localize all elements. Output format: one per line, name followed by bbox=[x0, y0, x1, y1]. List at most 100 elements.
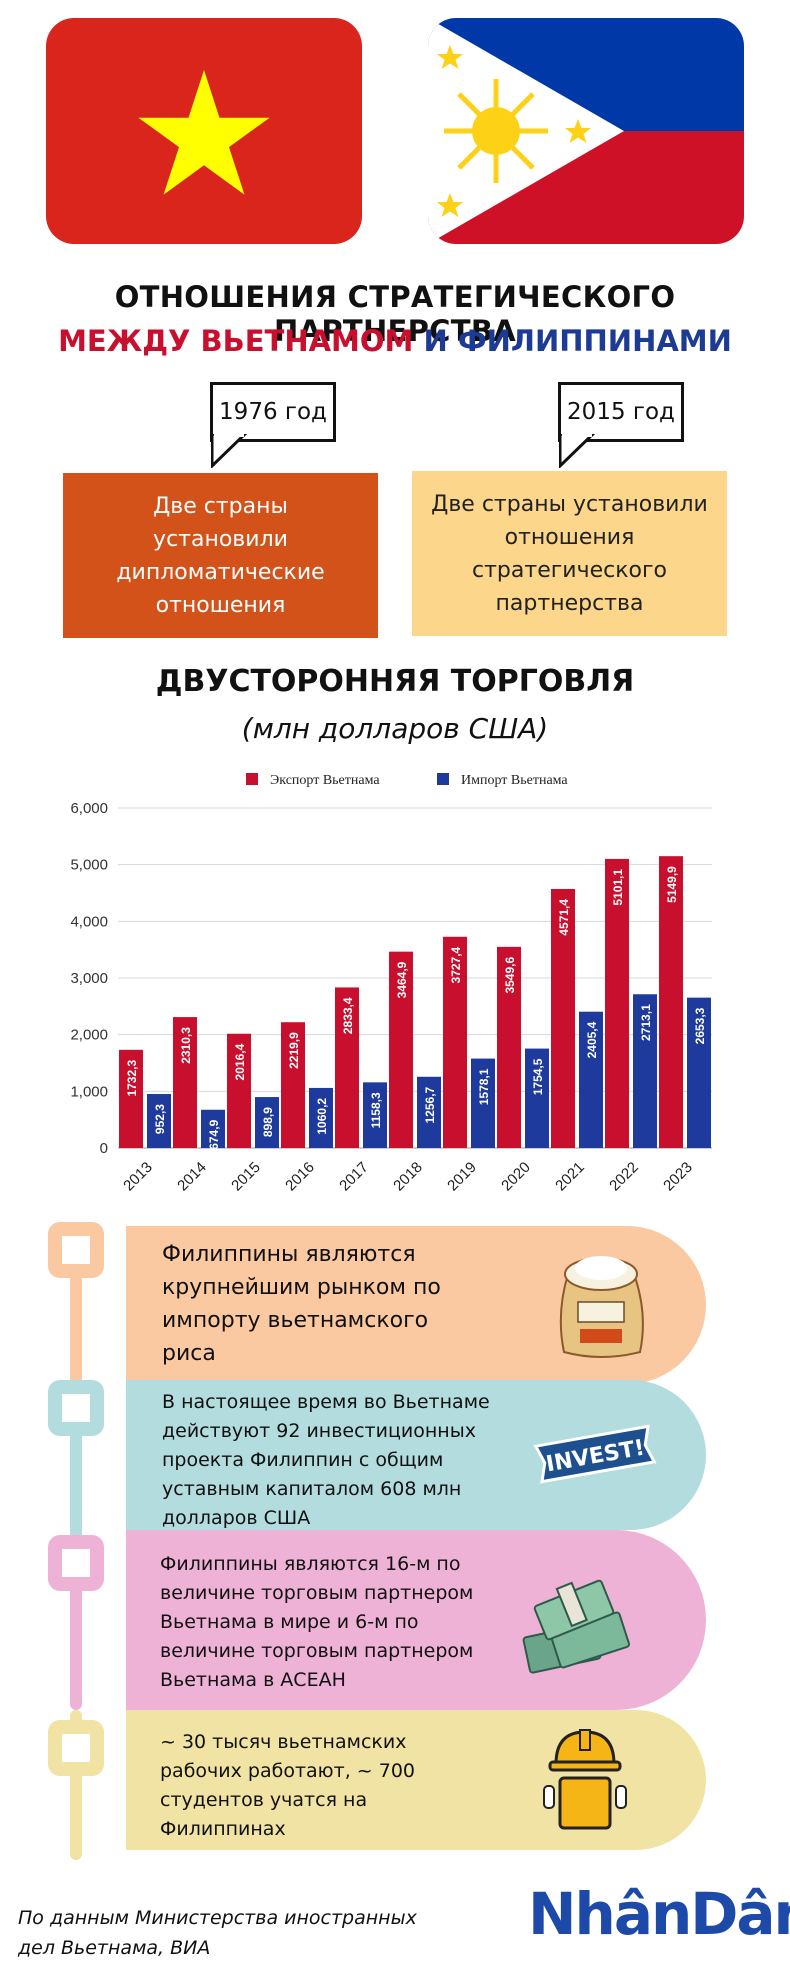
trade-bar-chart: 0 1,000 2,000 3,000 4,000 5,000 6,000 Экспорт В… bbox=[70, 773, 712, 1195]
bar-value-label: 2219,9 bbox=[287, 1032, 301, 1069]
bar bbox=[687, 997, 711, 1148]
bar bbox=[173, 1017, 197, 1148]
year-bubble-2015: 2015 год bbox=[558, 382, 684, 442]
x-tick-label: 2013 bbox=[120, 1159, 156, 1195]
fact-card-invest: В настоящее время во Вьетнаме действуют … bbox=[126, 1380, 706, 1530]
invest-badge-icon: INVEST! bbox=[533, 1424, 657, 1484]
y-tick-label: 6,000 bbox=[70, 800, 108, 817]
bar bbox=[363, 1082, 387, 1148]
source-line-2: дел Вьетнама, ВИА bbox=[18, 1937, 211, 1959]
trade-subtitle: (млн долларов США) bbox=[241, 712, 549, 745]
bar-value-label: 1754,5 bbox=[531, 1058, 545, 1095]
fact-text-invest: В настоящее время во Вьетнаме действуют … bbox=[162, 1391, 490, 1529]
legend-swatch-1 bbox=[246, 773, 258, 785]
x-tick-label: 2014 bbox=[174, 1159, 210, 1195]
bar-value-label: 674,9 bbox=[207, 1119, 221, 1149]
philippines-flag-icon bbox=[428, 18, 744, 244]
bar bbox=[417, 1076, 441, 1148]
page-title: ОТНОШЕНИЯ СТРАТЕГИЧЕСКОГО ПАРТНЕРСТВА bbox=[114, 280, 676, 348]
bar bbox=[443, 936, 467, 1148]
bar bbox=[633, 994, 657, 1148]
bar bbox=[389, 951, 413, 1148]
bar-value-label: 1158,3 bbox=[369, 1092, 383, 1128]
timeline-marker-2 bbox=[48, 1380, 104, 1436]
vietnam-flag-icon bbox=[46, 18, 362, 244]
bar-value-label: 1060,2 bbox=[315, 1098, 329, 1135]
y-tick-label: 4,000 bbox=[70, 913, 108, 930]
bar bbox=[497, 946, 521, 1148]
x-tick-label: 2021 bbox=[552, 1159, 588, 1195]
bar-value-label: 898,9 bbox=[261, 1107, 275, 1137]
rice-bag-icon bbox=[559, 1256, 644, 1358]
y-tick-label: 3,000 bbox=[70, 970, 108, 987]
bar-value-label: 1578,1 bbox=[477, 1068, 491, 1105]
timeline-bar-1 bbox=[70, 1260, 82, 1400]
bar-value-label: 2310,3 bbox=[179, 1027, 193, 1064]
bar-value-label: 3549,6 bbox=[503, 957, 517, 994]
title-philippines-part: И ФИЛИППИНАМИ bbox=[423, 324, 732, 358]
bubble-tail-1976 bbox=[211, 434, 247, 468]
bar-value-label: 3727,4 bbox=[449, 946, 463, 983]
bar bbox=[281, 1022, 305, 1148]
bar bbox=[147, 1094, 171, 1148]
bar bbox=[605, 858, 629, 1148]
bar bbox=[525, 1048, 549, 1148]
y-tick-label: 0 bbox=[100, 1140, 108, 1157]
bar bbox=[659, 856, 683, 1148]
nhandan-logo: NhânDân bbox=[528, 1880, 790, 1948]
y-tick-label: 1,000 bbox=[70, 1083, 108, 1100]
timeline-marker-1 bbox=[48, 1222, 104, 1278]
x-tick-label: 2023 bbox=[660, 1159, 696, 1195]
bar bbox=[119, 1049, 143, 1148]
title-vietnam-part: МЕЖДУ ВЬЕТНАМОМ bbox=[58, 324, 414, 358]
x-tick-label: 2016 bbox=[282, 1159, 318, 1195]
bubble-tail-2015 bbox=[559, 434, 595, 468]
x-tick-label: 2022 bbox=[606, 1159, 642, 1195]
bar-value-label: 5101,1 bbox=[611, 869, 625, 906]
bar-value-label: 1256,7 bbox=[423, 1086, 437, 1123]
fact-text-partner: Филиппины являются 16-м по величине торг… bbox=[160, 1553, 474, 1691]
money-stack-icon bbox=[522, 1579, 631, 1674]
bar-value-label: 2833,4 bbox=[341, 997, 355, 1034]
bar-value-label: 4571,4 bbox=[557, 899, 571, 936]
bar bbox=[551, 888, 575, 1148]
bar bbox=[255, 1097, 279, 1148]
x-tick-label: 2020 bbox=[498, 1159, 534, 1195]
bar-value-label: 5149,9 bbox=[665, 866, 679, 903]
bar-value-label: 1732,3 bbox=[125, 1060, 139, 1097]
worker-icon bbox=[543, 1729, 627, 1830]
year-bubble-1976: 1976 год bbox=[210, 382, 336, 442]
bar bbox=[201, 1109, 225, 1148]
timeline-marker-4 bbox=[48, 1720, 104, 1776]
fact-card-workers: ~ 30 тысяч вьетнамских рабочих работают,… bbox=[126, 1710, 706, 1850]
bar bbox=[309, 1087, 333, 1148]
fact-card-rice: Филиппины являются крупнейшим рынком по … bbox=[126, 1226, 706, 1384]
bar bbox=[227, 1033, 251, 1148]
y-tick-label: 5,000 bbox=[70, 857, 108, 874]
bar-value-label: 2016,4 bbox=[233, 1043, 247, 1080]
legend-swatch-2 bbox=[437, 773, 449, 785]
bar-value-label: 3464,9 bbox=[395, 961, 409, 998]
milestone-text-2015: Две страны установили отношения стратеги… bbox=[431, 491, 708, 616]
bar bbox=[579, 1011, 603, 1148]
fact-text-workers: ~ 30 тысяч вьетнамских рабочих работают,… bbox=[160, 1731, 416, 1840]
bar-value-label: 952,3 bbox=[153, 1104, 167, 1134]
x-tick-label: 2019 bbox=[444, 1159, 480, 1195]
bar-value-label: 2713,1 bbox=[639, 1004, 653, 1041]
bar-value-label: 2653,3 bbox=[693, 1007, 707, 1044]
fact-text-rice: Филиппины являются крупнейшим рынком по … bbox=[162, 1242, 441, 1366]
timeline-bar-2 bbox=[70, 1400, 82, 1550]
milestone-box-2015: Две страны установили отношения стратеги… bbox=[412, 471, 727, 636]
x-tick-label: 2018 bbox=[390, 1159, 426, 1195]
bar bbox=[335, 987, 359, 1148]
bar-value-label: 2405,4 bbox=[585, 1021, 599, 1058]
timeline-marker-3 bbox=[48, 1535, 104, 1591]
bar bbox=[471, 1058, 495, 1148]
page-subtitle: МЕЖДУ ВЬЕТНАМОМ И ФИЛИППИНАМИ bbox=[0, 324, 790, 358]
trade-title: ДВУСТОРОННЯЯ ТОРГОВЛЯ bbox=[155, 664, 635, 699]
legend-label-1: Экспорт Вьетнама bbox=[270, 773, 380, 788]
milestone-text-1976: Две страны установили дипломатические от… bbox=[116, 493, 325, 618]
x-tick-label: 2017 bbox=[336, 1159, 372, 1195]
x-tick-label: 2015 bbox=[228, 1159, 264, 1195]
milestone-box-1976: Две страны установили дипломатические от… bbox=[63, 473, 378, 638]
